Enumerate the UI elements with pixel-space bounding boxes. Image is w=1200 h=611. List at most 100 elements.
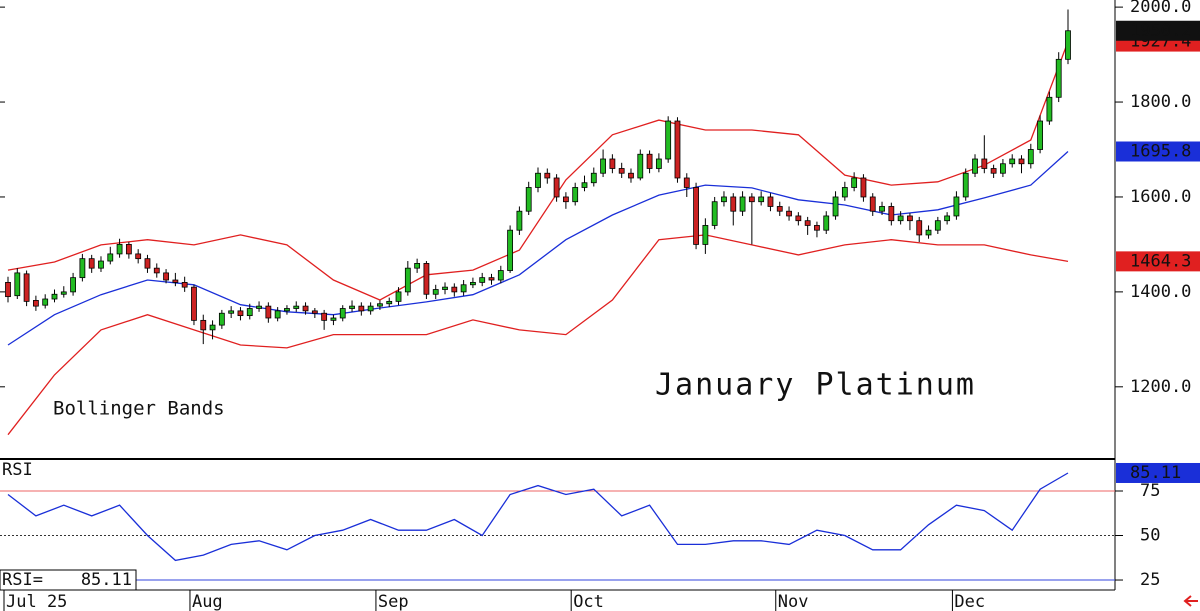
scroll-arrow[interactable] — [1183, 595, 1198, 607]
candle-body — [414, 263, 421, 269]
candle-body — [395, 291, 402, 302]
candle-body — [70, 277, 76, 293]
candle-body — [1046, 96, 1053, 122]
candle-body — [925, 229, 932, 236]
candle-body — [869, 196, 876, 212]
candle-body — [181, 281, 188, 288]
rsi-value-box — [1116, 462, 1200, 483]
candle-body — [339, 308, 346, 319]
candle-body — [349, 305, 355, 309]
candle-body — [330, 317, 337, 321]
candle-body — [1037, 120, 1044, 150]
candle-body — [907, 215, 913, 222]
middle-band-value-box — [1116, 141, 1200, 162]
candle-body — [125, 244, 132, 255]
candle-body — [284, 308, 290, 312]
candle-body — [702, 225, 709, 245]
candle-body — [107, 253, 114, 262]
candle-body — [1009, 158, 1016, 165]
candle-body — [5, 281, 11, 298]
candle-body — [386, 300, 393, 305]
rsi-value: 85.11 — [1130, 463, 1181, 483]
y-tick-label: 2000.0 — [1130, 0, 1191, 17]
candle-body — [860, 177, 867, 198]
candle-body — [730, 196, 737, 212]
candle-body — [655, 158, 662, 169]
candle-body — [358, 305, 365, 312]
candle-body — [442, 286, 448, 290]
candle-body — [32, 300, 39, 307]
candle-body — [423, 263, 430, 295]
y-tick-label: 1800.0 — [1130, 92, 1191, 112]
candle-body — [516, 210, 523, 231]
candle-body — [246, 308, 253, 317]
candle-body — [739, 196, 746, 212]
candle-body — [1018, 158, 1025, 165]
candle-body — [721, 196, 727, 203]
candle-body — [209, 324, 216, 331]
x-tick-label: Nov — [778, 592, 809, 611]
candle-body — [879, 206, 885, 212]
candle-body — [748, 196, 755, 203]
candle-body — [432, 289, 439, 295]
candle-body — [460, 284, 467, 293]
candle-body — [962, 172, 969, 198]
candle-body — [618, 168, 625, 174]
candle-body — [88, 258, 95, 269]
candle-body — [646, 153, 653, 169]
x-tick-label: Aug — [192, 592, 223, 611]
x-tick-label: Jul 25 — [6, 592, 67, 611]
rsi-line — [7, 472, 1069, 562]
candle-body — [683, 177, 690, 188]
x-tick-label: Sep — [378, 592, 409, 611]
candle-body — [832, 196, 839, 217]
candle-body — [163, 272, 169, 281]
candle-body — [470, 281, 476, 286]
candle-body — [841, 187, 848, 198]
candle-body — [404, 267, 411, 293]
candle-body — [525, 187, 532, 212]
rsi-readout-label: RSI= — [2, 570, 43, 590]
candle-body — [302, 305, 309, 312]
candle-body — [572, 187, 579, 203]
candle-body — [628, 172, 634, 179]
candle-body — [135, 253, 142, 260]
candle-body — [990, 168, 997, 174]
candle-body — [293, 305, 300, 309]
candle-body — [321, 312, 328, 321]
last-price: 1950.2 — [1130, 21, 1191, 41]
candle-body — [274, 310, 281, 319]
candle-body — [479, 277, 486, 283]
candle-body — [256, 305, 262, 309]
candle-body — [535, 172, 541, 188]
candle-body — [1000, 163, 1006, 174]
candle-body — [23, 273, 30, 302]
candle-body — [823, 215, 830, 231]
candle-body — [953, 196, 960, 217]
candle-body — [562, 196, 569, 203]
candle-body — [944, 215, 951, 222]
candle-body — [200, 319, 207, 331]
middle-band-value: 1695.8 — [1130, 141, 1191, 161]
y-tick-label: 1600.0 — [1130, 187, 1191, 207]
candle-body — [804, 220, 811, 226]
candle-body — [590, 172, 597, 184]
candle-body — [311, 310, 318, 314]
candle-body — [553, 177, 560, 198]
candle-body — [693, 187, 699, 245]
y-tick-label: 1200.0 — [1130, 377, 1191, 397]
candle-body — [581, 182, 588, 188]
candle-body — [916, 220, 923, 236]
candle-body — [172, 279, 179, 283]
candle-body — [776, 206, 783, 212]
candle-body — [981, 158, 988, 169]
candle-body — [609, 158, 616, 169]
rsi-label: RSI — [2, 460, 33, 480]
candle-body — [218, 312, 225, 326]
candle-body — [934, 220, 941, 231]
candle-body — [51, 293, 58, 300]
candle-body — [497, 270, 504, 281]
candle-body — [544, 172, 551, 179]
